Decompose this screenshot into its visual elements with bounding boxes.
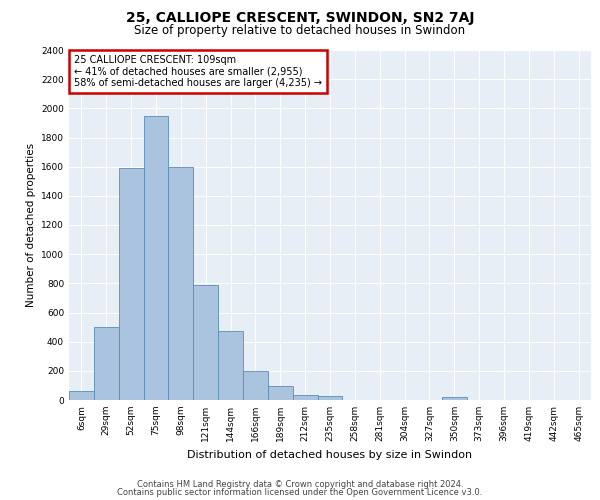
- Text: Size of property relative to detached houses in Swindon: Size of property relative to detached ho…: [134, 24, 466, 37]
- Bar: [442, 397, 467, 400]
- Text: 25 CALLIOPE CRESCENT: 109sqm
← 41% of detached houses are smaller (2,955)
58% of: 25 CALLIOPE CRESCENT: 109sqm ← 41% of de…: [74, 56, 322, 88]
- Bar: [243, 371, 268, 400]
- Text: Contains HM Land Registry data © Crown copyright and database right 2024.: Contains HM Land Registry data © Crown c…: [137, 480, 463, 489]
- Bar: [218, 332, 243, 400]
- X-axis label: Distribution of detached houses by size in Swindon: Distribution of detached houses by size …: [187, 450, 473, 460]
- Bar: [143, 116, 169, 400]
- Bar: [119, 168, 143, 400]
- Y-axis label: Number of detached properties: Number of detached properties: [26, 143, 35, 307]
- Bar: [268, 386, 293, 400]
- Bar: [193, 285, 218, 400]
- Bar: [69, 391, 94, 400]
- Bar: [317, 396, 343, 400]
- Bar: [169, 166, 193, 400]
- Bar: [293, 395, 317, 400]
- Text: Contains public sector information licensed under the Open Government Licence v3: Contains public sector information licen…: [118, 488, 482, 497]
- Text: 25, CALLIOPE CRESCENT, SWINDON, SN2 7AJ: 25, CALLIOPE CRESCENT, SWINDON, SN2 7AJ: [126, 11, 474, 25]
- Bar: [94, 327, 119, 400]
